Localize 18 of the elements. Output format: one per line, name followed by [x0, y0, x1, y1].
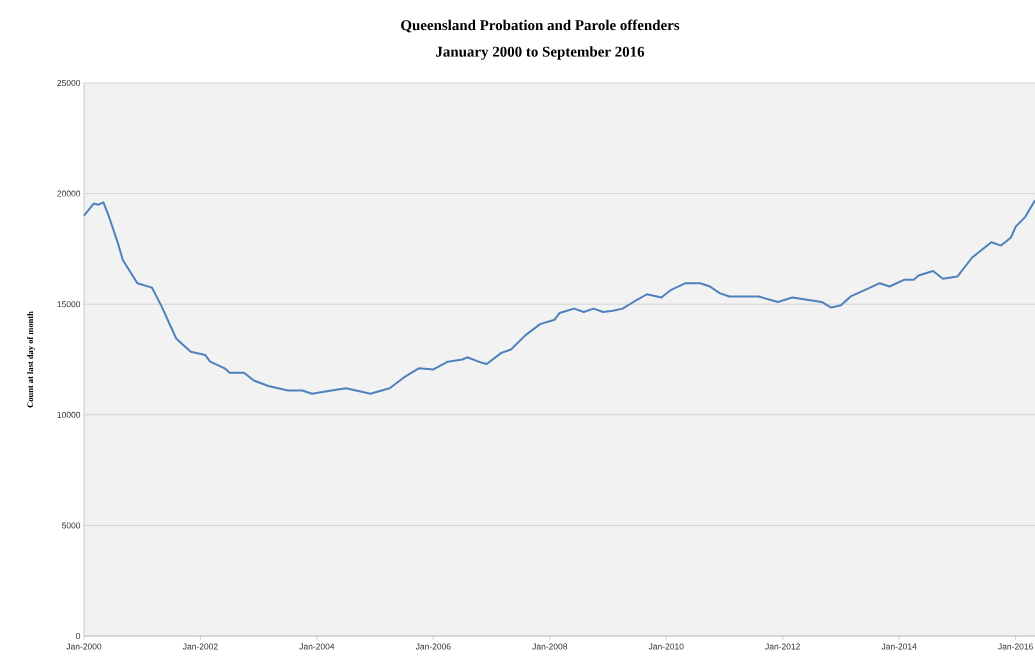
x-tick-label: Jan-2016 [998, 643, 1033, 650]
y-tick-label: 20000 [57, 190, 81, 197]
y-axis-title: Count at last day of month [27, 311, 35, 408]
x-tick-label: Jan-2000 [66, 643, 102, 650]
x-tick-label: Jan-2002 [182, 643, 218, 650]
x-tick-label: Jan-2006 [415, 643, 451, 650]
y-tick-label: 10000 [57, 411, 81, 418]
y-tick-label: 5000 [61, 522, 81, 529]
x-tick-label: Jan-2010 [648, 643, 684, 650]
y-tick-label: 25000 [57, 80, 81, 86]
x-tick-label: Jan-2014 [881, 643, 917, 650]
y-tick-label: 0 [76, 633, 81, 639]
chart-subtitle: January 2000 to September 2016 [436, 46, 645, 60]
x-tick-label: Jan-2008 [532, 643, 568, 650]
x-tick-label: Jan-2004 [299, 643, 335, 650]
x-tick-label: Jan-2012 [765, 643, 800, 650]
chart-title: Queensland Probation and Parole offenders [401, 19, 680, 33]
y-tick-label: 15000 [57, 301, 81, 308]
